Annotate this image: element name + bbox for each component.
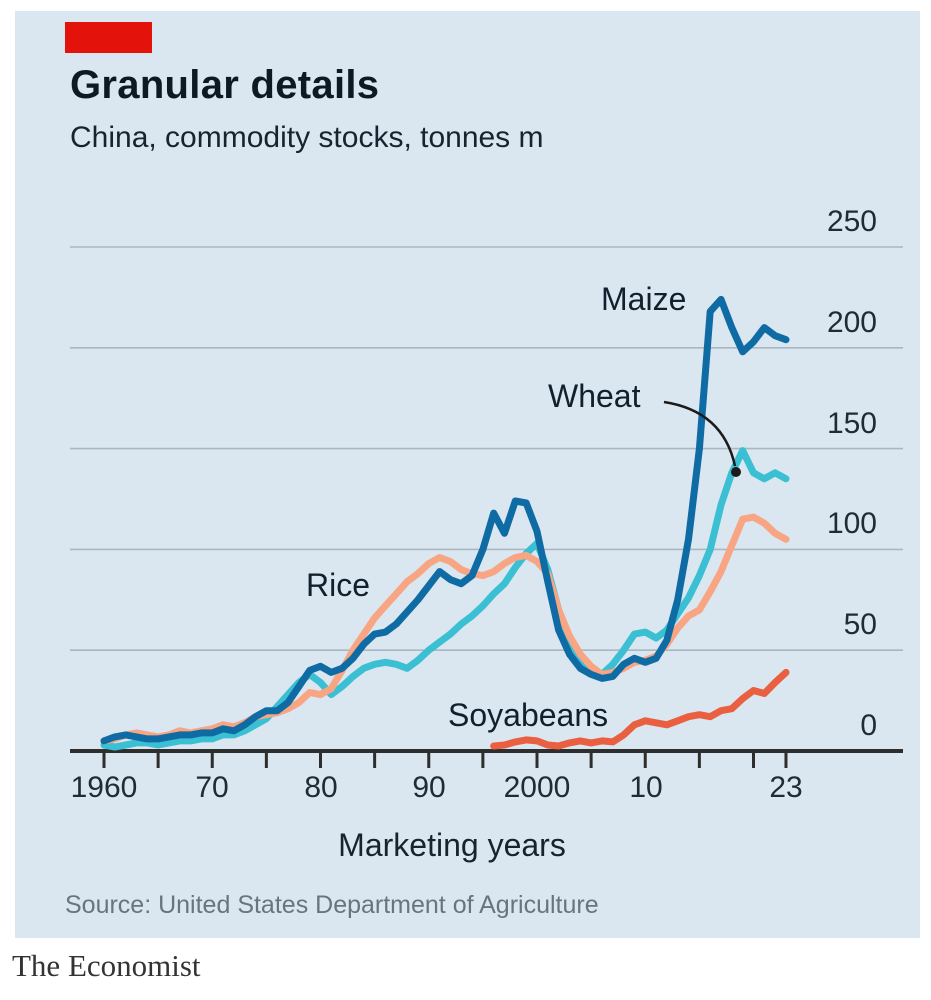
y-axis-label-200: 200 — [826, 306, 877, 339]
series-label-wheat: Wheat — [548, 378, 641, 414]
x-axis-label-70: 70 — [195, 771, 229, 804]
x-axis-label-1960: 1960 — [70, 771, 138, 804]
series-label-maize: Maize — [601, 281, 687, 317]
x-axis-title: Marketing years — [338, 827, 566, 863]
series-label-soyabeans: Soyabeans — [448, 697, 609, 733]
x-axis-label-90: 90 — [412, 771, 446, 804]
y-axis-label-50: 50 — [843, 608, 877, 641]
x-axis-label-23: 23 — [769, 771, 803, 804]
x-axis-label-2000: 2000 — [503, 771, 571, 804]
economist-wordmark: The Economist — [12, 948, 201, 983]
y-axis-label-100: 100 — [826, 507, 877, 540]
chart-title: Granular details — [70, 63, 380, 107]
source-note: Source: United States Department of Agri… — [65, 891, 599, 919]
x-axis-label-10: 10 — [629, 771, 663, 804]
x-axis-label-80: 80 — [304, 771, 338, 804]
chart-canvas — [70, 246, 903, 768]
y-axis-label-150: 150 — [826, 407, 877, 440]
series-label-rice: Rice — [306, 567, 371, 603]
y-axis-label-0: 0 — [860, 709, 877, 742]
economist-red-tab-icon — [65, 22, 152, 53]
y-axis-label-250: 250 — [826, 205, 877, 238]
chart-card: Granular details China, commodity stocks… — [15, 11, 920, 938]
chart-subtitle: China, commodity stocks, tonnes m — [70, 121, 544, 154]
